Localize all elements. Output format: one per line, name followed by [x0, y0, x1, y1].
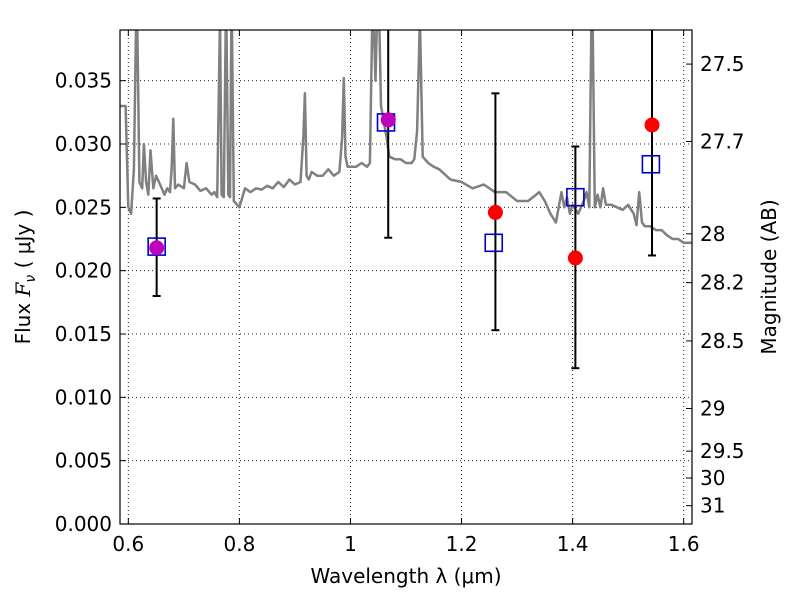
- axis-ticks: 0.6 0.8 1 1.2 1.4 1.6 0.000 0.005 0.010 0.015 0.02…: [55, 30, 745, 556]
- observed-point: [487, 204, 503, 220]
- x-tick-label: 1: [344, 532, 357, 556]
- right-tick-label: 31: [700, 494, 725, 518]
- spectrum-line: [120, 30, 692, 245]
- observed-point: [380, 112, 396, 128]
- y-axis-label-symbol: F: [11, 281, 35, 297]
- right-tick-label: 27.5: [700, 52, 745, 76]
- plot-area: [120, 30, 692, 370]
- right-axis-label: Magnitude (AB): [757, 199, 781, 354]
- right-tick-label: 28.2: [700, 271, 745, 295]
- x-tick-label: 0.8: [223, 532, 255, 556]
- model-square: [484, 233, 504, 253]
- y-tick-label: 0.005: [55, 449, 112, 473]
- y-axis-label-prefix: Flux: [11, 296, 35, 344]
- y-tick-label: 0.000: [55, 512, 112, 536]
- x-tick-label: 1.2: [446, 532, 478, 556]
- y-tick-label: 0.020: [55, 259, 112, 283]
- x-axis-label: Wavelength λ (μm): [310, 564, 501, 588]
- right-tick-label: 29.5: [700, 439, 745, 463]
- right-tick-label: 29: [700, 396, 725, 420]
- y-axis-label-suffix: ( μJy ): [11, 210, 35, 275]
- right-tick-label: 28: [700, 222, 725, 246]
- y-tick-label: 0.010: [55, 385, 112, 409]
- observed-point: [149, 240, 165, 256]
- plot-frame: [119, 29, 693, 525]
- right-tick-label: 27.7: [700, 129, 745, 153]
- observed-point: [644, 117, 660, 133]
- right-tick-label: 28.5: [700, 329, 745, 353]
- y-tick-label: 0.015: [55, 322, 112, 346]
- right-tick-label: 30: [700, 466, 725, 490]
- x-tick-label: 1.6: [668, 532, 700, 556]
- observed-point: [567, 250, 583, 266]
- y-tick-label: 0.035: [55, 69, 112, 93]
- x-tick-label: 0.6: [112, 532, 144, 556]
- x-tick-label: 1.4: [557, 532, 589, 556]
- y-axis-label-subscript: ν: [23, 275, 39, 283]
- y-tick-label: 0.030: [55, 132, 112, 156]
- model-square: [566, 187, 585, 207]
- y-tick-label: 0.025: [55, 195, 112, 219]
- y-axis-label: Flux Fν ( μJy ): [11, 210, 39, 345]
- model-square: [641, 154, 661, 174]
